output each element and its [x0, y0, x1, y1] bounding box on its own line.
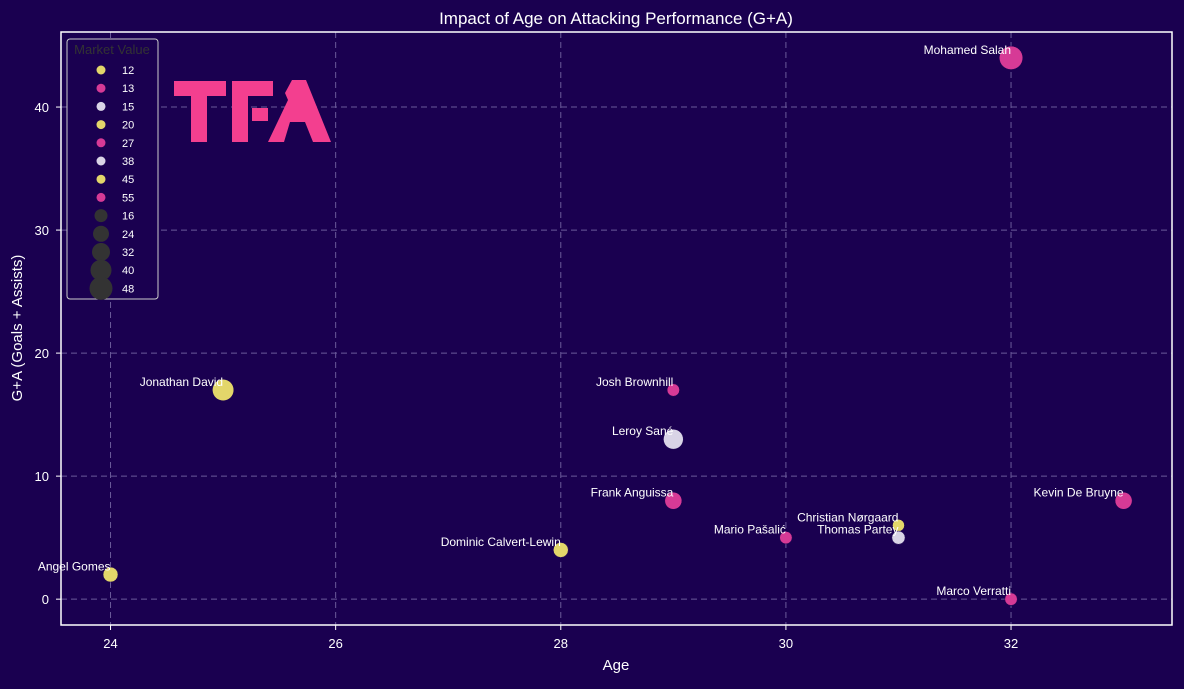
x-tick-label: 26 [328, 636, 342, 651]
data-point [1114, 491, 1133, 510]
data-point [779, 531, 793, 545]
grid [61, 32, 1172, 625]
point-label: Kevin De Bruyne [1034, 486, 1124, 500]
legend-label: 27 [122, 138, 134, 150]
legend-size-marker [92, 243, 110, 261]
point-label: Mario Pašalić [714, 523, 786, 537]
ticks: 24 26 28 30 32 0 10 20 30 40 [35, 100, 1019, 651]
legend-box [66, 38, 159, 300]
x-tick-label: 28 [554, 636, 568, 651]
y-tick-label: 20 [35, 346, 49, 361]
point-label: Frank Anguissa [591, 486, 674, 500]
y-axis-label: G+A (Goals + Assists) [9, 255, 26, 402]
point-label: Jonathan David [140, 375, 223, 389]
point-label: Mohamed Salah [924, 43, 1011, 57]
data-point [102, 566, 119, 583]
x-axis-label: Age [603, 657, 630, 674]
tfa-logo [174, 80, 331, 142]
x-tick-label: 30 [779, 636, 793, 651]
legend-label: 13 [122, 83, 134, 95]
legend-label: 55 [122, 192, 134, 204]
legend-label: 24 [122, 229, 134, 241]
y-tick-label: 40 [35, 100, 49, 115]
legend-marker [96, 65, 106, 75]
data-point [212, 379, 235, 401]
legend-label: 16 [122, 211, 134, 223]
data-point [553, 542, 569, 558]
legend-label: 38 [122, 156, 134, 168]
legend-label: 48 [122, 283, 134, 295]
legend-label: 20 [122, 120, 134, 132]
data-points: Mohamed Salah Jonathan David Josh Brownhil… [38, 43, 1133, 606]
legend-size-marker [90, 259, 112, 281]
y-tick-label: 0 [42, 592, 49, 607]
data-point [663, 429, 684, 450]
legend-label: 45 [122, 174, 134, 186]
legend-marker [96, 101, 106, 111]
data-point [891, 530, 906, 545]
point-label: Josh Brownhill [596, 375, 673, 389]
data-point [664, 491, 683, 510]
point-label: Marco Verratti [936, 584, 1011, 598]
legend-label: 12 [122, 65, 134, 77]
legend-marker [96, 83, 106, 93]
point-label: Angel Gomes [38, 560, 111, 574]
y-tick-label: 30 [35, 223, 49, 238]
legend-size-marker [93, 225, 109, 242]
legend-marker [96, 174, 106, 184]
plot-frame [60, 31, 1173, 626]
data-point [1004, 592, 1018, 606]
legend-label: 32 [122, 247, 134, 259]
y-tick-label: 10 [35, 469, 49, 484]
legend-marker [96, 156, 106, 166]
legend-size-marker [94, 209, 108, 223]
data-point [666, 383, 680, 397]
legend-marker [96, 138, 106, 148]
legend-label: 40 [122, 265, 134, 277]
legend-title: Market Value [74, 42, 150, 57]
legend-marker [96, 192, 106, 202]
data-point [999, 45, 1024, 70]
point-label: Thomas Partey [817, 523, 898, 537]
point-label: Dominic Calvert-Lewin [441, 535, 561, 549]
legend-size-marker [89, 276, 113, 300]
legend-label: 15 [122, 101, 134, 113]
legend-marker [96, 120, 106, 130]
point-label: Christian Nørgaard [797, 510, 898, 524]
x-tick-label: 24 [103, 636, 117, 651]
point-label: Leroy Sané [612, 424, 674, 438]
chart-title: Impact of Age on Attacking Performance (… [439, 9, 793, 28]
x-tick-label: 32 [1004, 636, 1018, 651]
legend: Market Value 12 13 15 20 27 38 45 55 16 24 32 40 48 [66, 38, 159, 300]
